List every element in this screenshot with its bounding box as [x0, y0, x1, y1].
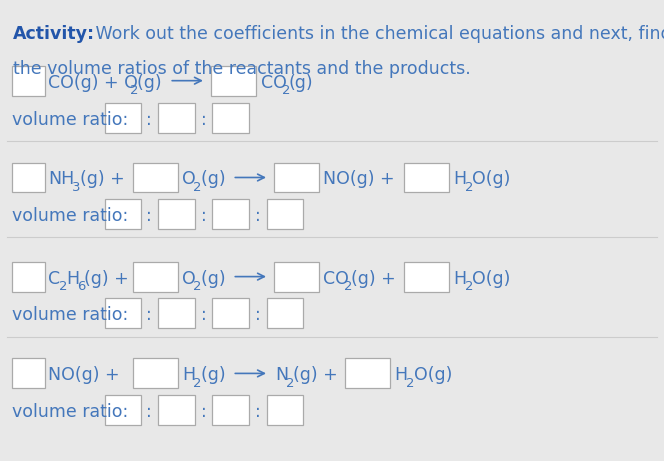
- Text: volume ratio:: volume ratio:: [12, 307, 128, 325]
- Text: H: H: [66, 270, 80, 288]
- Text: (g): (g): [137, 74, 167, 92]
- Text: :: :: [201, 307, 207, 325]
- Bar: [274, 261, 319, 291]
- Text: :: :: [255, 207, 261, 225]
- Bar: [133, 261, 178, 291]
- Text: O(g): O(g): [472, 270, 511, 288]
- Text: 2: 2: [193, 280, 202, 293]
- Text: :: :: [255, 307, 261, 325]
- Text: CO(g) + O: CO(g) + O: [48, 74, 138, 92]
- Bar: [212, 299, 249, 329]
- Text: :: :: [146, 307, 152, 325]
- Text: H: H: [182, 366, 195, 384]
- Text: NO(g) +: NO(g) +: [48, 366, 125, 384]
- Text: C: C: [48, 270, 60, 288]
- Bar: [105, 103, 141, 133]
- Text: volume ratio:: volume ratio:: [12, 403, 128, 421]
- Bar: [267, 299, 303, 329]
- Text: (g) +: (g) +: [351, 270, 402, 288]
- Bar: [12, 163, 45, 193]
- Text: NO(g) +: NO(g) +: [323, 171, 400, 189]
- Text: 2: 2: [193, 377, 202, 390]
- Bar: [158, 103, 195, 133]
- Bar: [158, 299, 195, 329]
- Bar: [158, 199, 195, 229]
- Text: (g) +: (g) +: [80, 171, 130, 189]
- Bar: [212, 103, 249, 133]
- Text: (g) +: (g) +: [293, 366, 343, 384]
- Text: 2: 2: [59, 280, 68, 293]
- Text: 2: 2: [465, 280, 473, 293]
- Text: 2: 2: [130, 84, 139, 97]
- Bar: [274, 163, 319, 193]
- Bar: [404, 163, 449, 193]
- Text: (g): (g): [201, 366, 230, 384]
- Text: O(g): O(g): [414, 366, 452, 384]
- Bar: [404, 261, 449, 291]
- Text: 2: 2: [344, 280, 353, 293]
- Bar: [12, 359, 45, 388]
- Text: :: :: [146, 111, 152, 129]
- Text: :: :: [146, 207, 152, 225]
- Text: NH: NH: [48, 171, 75, 189]
- Bar: [267, 395, 303, 425]
- Bar: [105, 199, 141, 229]
- Text: O(g): O(g): [472, 171, 511, 189]
- Bar: [267, 199, 303, 229]
- Text: the volume ratios of the reactants and the products.: the volume ratios of the reactants and t…: [13, 60, 471, 78]
- Text: 2: 2: [193, 181, 202, 194]
- Text: N: N: [275, 366, 288, 384]
- Bar: [12, 261, 45, 291]
- Bar: [211, 66, 256, 96]
- Text: :: :: [201, 111, 207, 129]
- Text: volume ratio:: volume ratio:: [12, 207, 128, 225]
- Text: H: H: [394, 366, 408, 384]
- Text: :: :: [255, 403, 261, 421]
- Text: O: O: [182, 171, 196, 189]
- Text: :: :: [201, 403, 207, 421]
- Text: 2: 2: [406, 377, 415, 390]
- Text: volume ratio:: volume ratio:: [12, 111, 128, 129]
- Bar: [12, 66, 45, 96]
- Text: 2: 2: [465, 181, 473, 194]
- Bar: [105, 395, 141, 425]
- Bar: [212, 395, 249, 425]
- Bar: [105, 299, 141, 329]
- Text: (g): (g): [201, 171, 230, 189]
- Text: CO: CO: [261, 74, 287, 92]
- Text: Activity:: Activity:: [13, 25, 96, 43]
- Text: :: :: [201, 207, 207, 225]
- Text: 6: 6: [77, 280, 86, 293]
- Bar: [133, 359, 178, 388]
- Text: H: H: [453, 270, 466, 288]
- Text: CO: CO: [323, 270, 349, 288]
- Text: 2: 2: [282, 84, 290, 97]
- Text: :: :: [146, 403, 152, 421]
- Text: O: O: [182, 270, 196, 288]
- Text: Work out the coefficients in the chemical equations and next, find: Work out the coefficients in the chemica…: [90, 25, 664, 43]
- Text: 3: 3: [72, 181, 81, 194]
- Text: (g): (g): [289, 74, 313, 92]
- Text: H: H: [453, 171, 466, 189]
- Text: 2: 2: [286, 377, 294, 390]
- Bar: [345, 359, 390, 388]
- Bar: [212, 199, 249, 229]
- Text: (g) +: (g) +: [84, 270, 135, 288]
- Text: (g): (g): [201, 270, 230, 288]
- Bar: [158, 395, 195, 425]
- Bar: [133, 163, 178, 193]
